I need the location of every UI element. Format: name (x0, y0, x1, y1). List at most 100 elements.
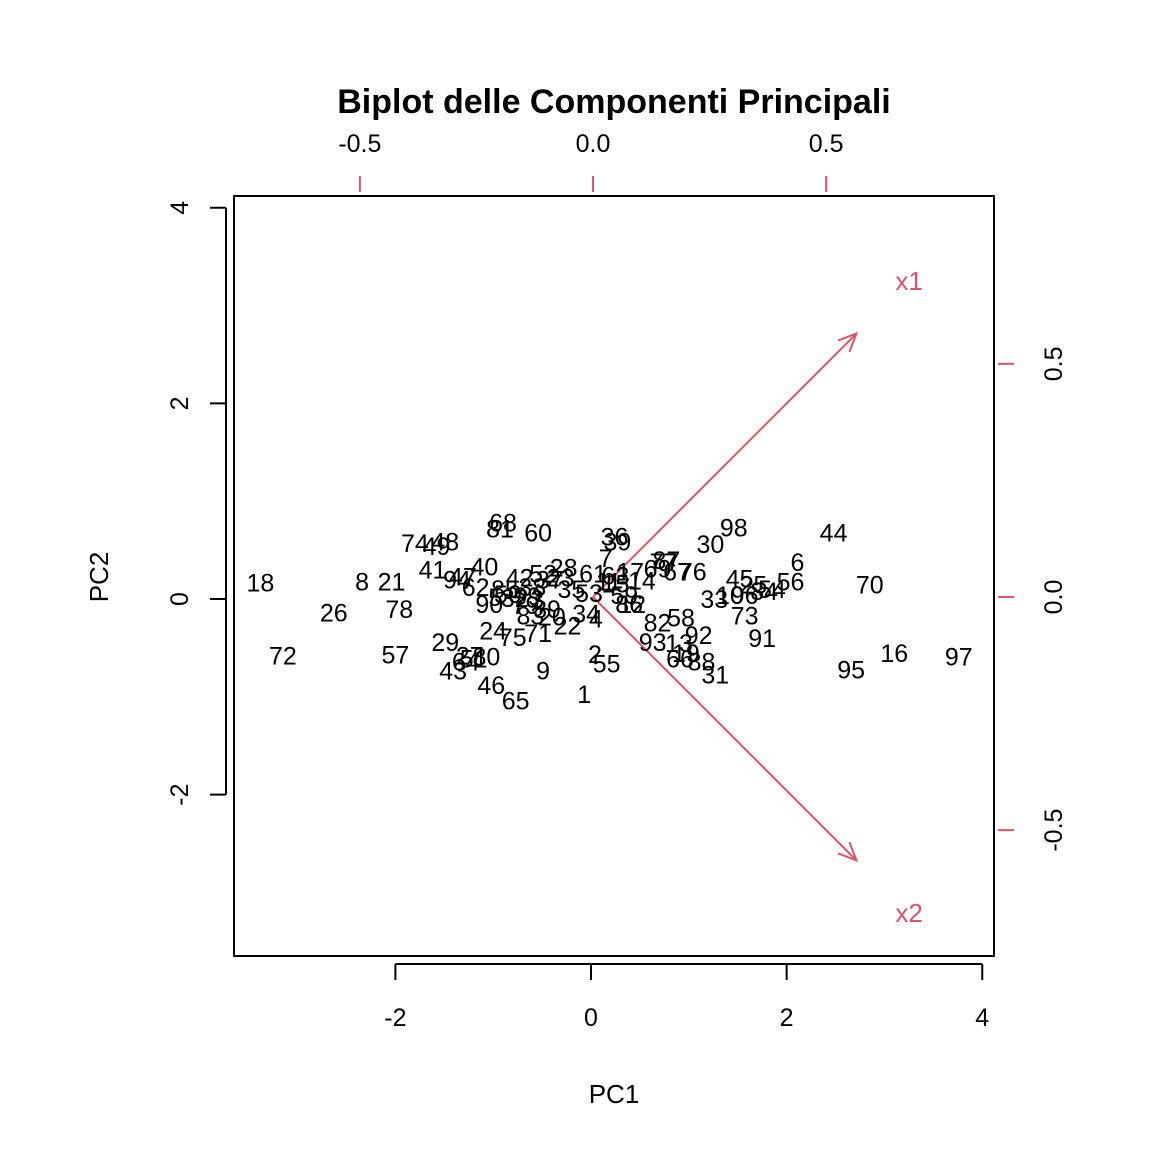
point-label: 29 (431, 629, 459, 657)
bottom-tick-label: 0 (584, 1004, 598, 1032)
point-label: 30 (696, 531, 724, 559)
point-label: 72 (269, 643, 297, 671)
point-label: 60 (524, 519, 552, 547)
point-label: 88 (688, 649, 716, 677)
point-label: 80 (472, 644, 500, 672)
point-label: 46 (477, 672, 505, 700)
point-label: 47 (449, 563, 477, 591)
point-label: 70 (856, 571, 884, 599)
point-label: 82 (644, 609, 672, 637)
point-label: 8 (355, 568, 369, 596)
point-label: 58 (667, 605, 695, 633)
point-label: 87 (652, 547, 680, 575)
point-label: 78 (385, 596, 413, 624)
point-label: 74 (401, 530, 429, 558)
point-label: 19 (672, 640, 700, 668)
point-label: 98 (720, 515, 748, 543)
left-tick-label: 4 (166, 201, 194, 215)
point-label: 44 (820, 519, 848, 547)
point-label: 18 (247, 569, 275, 597)
point-label: 9 (536, 657, 550, 685)
point-label: 54 (758, 576, 786, 604)
point-label: 81 (486, 516, 514, 544)
loading-arrow-x1 (592, 334, 856, 598)
point-label: 83 (516, 603, 544, 631)
left-tick-label: 0 (166, 592, 194, 606)
top-tick-label: -0.5 (338, 130, 381, 158)
bottom-tick-label: 4 (975, 1004, 989, 1032)
point-label: 94 (443, 566, 471, 594)
loading-arrow-x2 (592, 596, 856, 860)
point-label: 15 (602, 570, 630, 598)
point-label: 90 (475, 591, 503, 619)
point-label: 24 (479, 617, 507, 645)
point-label: 48 (431, 528, 459, 556)
point-label: 79 (512, 592, 540, 620)
loading-label-x2: x2 (895, 898, 922, 928)
point-label: 33 (700, 586, 728, 614)
point-label: 50 (494, 581, 522, 609)
point-label: 36 (601, 523, 629, 551)
point-label: 63 (602, 563, 630, 591)
point-label: 2 (588, 641, 602, 669)
point-label: 52 (529, 561, 557, 589)
point-label: 86 (615, 591, 643, 619)
point-label: 45 (726, 565, 754, 593)
left-tick-label: -2 (166, 783, 194, 805)
point-label: 97 (945, 644, 973, 672)
point-label: 67 (663, 559, 691, 587)
loadings-layer: x1 x2 (592, 266, 923, 928)
point-label: 7 (599, 545, 613, 573)
left-tick-label: 2 (166, 396, 194, 410)
right-tick-label: 0.5 (1040, 346, 1068, 381)
point-label: 64 (452, 649, 480, 677)
bottom-tick-label: 2 (780, 1004, 794, 1032)
point-label: 38 (518, 574, 546, 602)
point-label: 76 (679, 559, 707, 587)
plot-frame (233, 195, 995, 957)
point-label: 61 (579, 561, 607, 589)
point-label: 17 (616, 559, 644, 587)
point-label: 56 (777, 568, 805, 596)
top-tick-label: 0.5 (809, 130, 844, 158)
point-label: 39 (604, 528, 632, 556)
point-label: 71 (524, 620, 552, 648)
point-label: 95 (837, 656, 865, 684)
point-label: 28 (550, 555, 578, 583)
point-label: 68 (489, 510, 517, 538)
point-label: 16 (880, 640, 908, 668)
right-tick-label: 0.0 (1040, 580, 1068, 615)
y-axis-label: PC2 (84, 552, 114, 603)
point-label: 92 (685, 622, 713, 650)
point-label: 41 (419, 557, 447, 585)
point-label: 91 (748, 625, 776, 653)
point-label: 25 (739, 571, 767, 599)
point-label: 4 (589, 606, 603, 634)
point-label: 5 (488, 584, 502, 612)
x-axis-label: PC1 (589, 1079, 640, 1109)
point-label: 35 (558, 576, 586, 604)
point-label: 43 (439, 657, 467, 685)
point-label: 99 (514, 583, 542, 611)
point-label: 32 (501, 585, 529, 613)
point-label: 85 (491, 576, 519, 604)
point-label: 57 (381, 642, 409, 670)
point-label: 26 (320, 600, 348, 628)
point-label: 34 (572, 601, 600, 629)
point-label: 20 (538, 604, 566, 632)
point-label: 37 (536, 566, 564, 594)
point-label: 59 (610, 582, 638, 610)
point-label: 11 (596, 568, 622, 596)
point-label: 23 (547, 564, 575, 592)
point-label: 84 (750, 578, 778, 606)
point-label: 6 (790, 549, 804, 577)
point-label: 55 (593, 651, 621, 679)
chart-title: Biplot delle Componenti Principali (337, 83, 890, 121)
point-label: 31 (701, 661, 729, 689)
point-label: 93 (639, 629, 667, 657)
point-label: 22 (554, 612, 582, 640)
